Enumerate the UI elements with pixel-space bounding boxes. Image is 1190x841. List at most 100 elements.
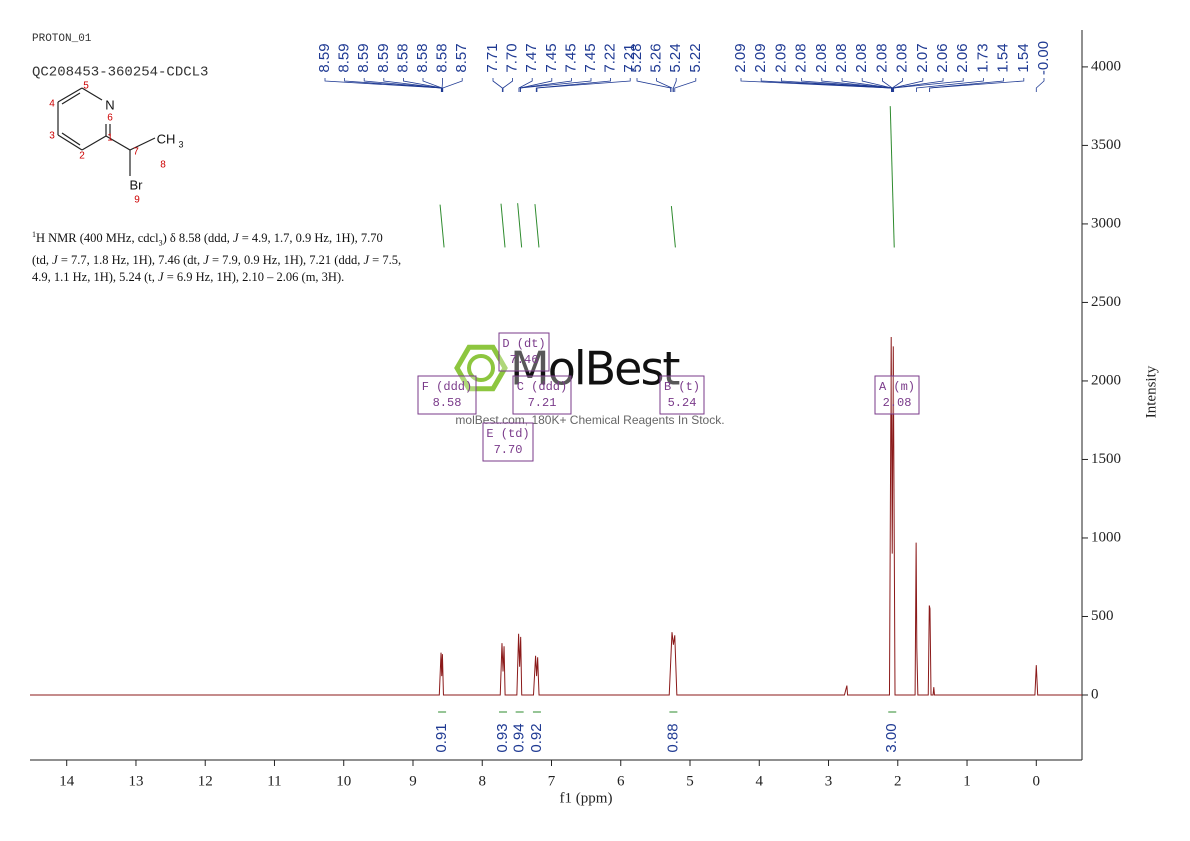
y-tick-label: 2500	[1091, 294, 1121, 310]
atom-label: 4	[49, 99, 55, 110]
peak-label: 2.06	[934, 43, 951, 72]
peak-connector	[519, 78, 592, 92]
brand: MolBest	[510, 342, 679, 396]
peak-label: 8.58	[414, 43, 431, 72]
peak-connector	[518, 78, 533, 92]
peak-label: 2.08	[853, 43, 870, 72]
peak-label: 2.08	[793, 43, 810, 72]
text: = 6.9 Hz, 1H), 2.10 – 2.06 (m, 3H).	[163, 269, 345, 284]
peak-label: 2.09	[732, 43, 749, 72]
y-tick-label: 1500	[1091, 451, 1121, 467]
peak-label: 5.24	[667, 43, 684, 72]
multiplet-shift: 7.70	[494, 443, 523, 457]
bond	[57, 87, 83, 103]
peak-connector	[535, 78, 611, 92]
text: J	[233, 231, 239, 246]
logo	[467, 354, 495, 382]
bond	[61, 132, 81, 146]
x-tick-label: 5	[686, 773, 694, 789]
peak-connector	[893, 78, 964, 92]
peak-label: 1.54	[1015, 43, 1032, 72]
text: = 7.7, 1.8 Hz, 1H), 7.46 (dt,	[57, 252, 204, 267]
peak-label: 8.58	[394, 43, 411, 72]
spectrum	[30, 336, 1082, 696]
atom-label: 5	[83, 81, 89, 92]
peak-label: 7.47	[523, 43, 540, 72]
multiplet-name: D (dt)	[502, 337, 545, 351]
peak-label: 7.21	[621, 43, 638, 72]
peak-label: 7.22	[602, 43, 619, 72]
x-tick-label: 10	[336, 773, 351, 789]
atom-label: N	[105, 97, 114, 112]
peak-label: 7.45	[582, 43, 599, 72]
text: J	[52, 252, 58, 267]
multiplet-shift: 7.46	[510, 353, 539, 367]
sample-name: QC208453-360254-CDCL3	[32, 65, 208, 81]
x-tick-label: 2	[894, 773, 902, 789]
atom-label: Br	[130, 177, 144, 192]
bond	[61, 92, 81, 105]
multiplet-name: F (ddd)	[422, 380, 472, 394]
atom-label: 7	[133, 147, 139, 158]
peak-connector	[916, 78, 984, 92]
peak-connector	[656, 78, 673, 92]
run-name: PROTON_01	[32, 33, 92, 45]
molecule	[57, 87, 156, 176]
peak-label: 2.08	[813, 43, 830, 72]
peak-connector	[519, 78, 572, 92]
x-tick-label: 11	[267, 773, 281, 789]
multiplet-box	[482, 422, 534, 462]
x-tick-label: 12	[198, 773, 213, 789]
peak-connector	[891, 78, 903, 92]
tagline: molBest.com, 180K+ Chemical Reagents In …	[455, 413, 724, 427]
integral-curve	[534, 204, 540, 248]
bond	[129, 137, 156, 151]
logo	[454, 344, 508, 392]
x-tick-label: 3	[825, 773, 833, 789]
multiplet-shift: 2.08	[883, 396, 912, 410]
atom-label: 3	[49, 131, 55, 142]
multiplet-box	[417, 375, 477, 415]
peak-label: 8.59	[355, 43, 372, 72]
peak-connector	[781, 78, 892, 92]
multiplet-name: B (t)	[664, 380, 700, 394]
peak-label: 2.08	[833, 43, 850, 72]
x-tick-label: 1	[963, 773, 971, 789]
text: = 4.9, 1.7, 0.9 Hz, 1H), 7.70 (td,	[32, 231, 383, 267]
peak-label: 7.45	[562, 43, 579, 72]
integral-label: 0.94	[511, 723, 528, 752]
peak-label: 8.59	[375, 43, 392, 72]
integral-curve	[670, 205, 676, 248]
atom-label: 1	[107, 133, 113, 144]
integral-label: 0.93	[494, 723, 511, 752]
atom-label: 2	[79, 151, 85, 162]
atom-label: 6	[107, 113, 113, 124]
text: = 7.9, 0.9 Hz, 1H), 7.21 (ddd,	[208, 252, 364, 267]
y-tick-label: 3000	[1091, 215, 1121, 231]
peak-connector	[892, 78, 924, 92]
peak-label: 5.26	[648, 43, 665, 72]
peak-label: 8.57	[453, 43, 470, 72]
y-tick-label: 4000	[1091, 58, 1121, 74]
integral-label: 3.00	[883, 723, 900, 752]
atom-label: 9	[134, 195, 140, 206]
text: J	[203, 252, 209, 267]
x-tick-label: 8	[478, 773, 486, 789]
bond	[57, 134, 83, 151]
text: 3	[158, 238, 163, 248]
x-tick-label: 7	[548, 773, 556, 789]
peak-label: -0.00	[1035, 41, 1052, 75]
multiplet-shift: 7.21	[528, 396, 557, 410]
x-tick-label: 13	[128, 773, 143, 789]
multiplet-name: C (ddd)	[517, 380, 567, 394]
integral-curve	[889, 106, 895, 248]
peak-label: 2.08	[894, 43, 911, 72]
integral-label: 0.88	[664, 723, 681, 752]
integral-label: 0.92	[528, 723, 545, 752]
atom-label: 3	[178, 139, 183, 149]
y-tick-label: 1000	[1091, 529, 1121, 545]
multiplet-name: A (m)	[879, 380, 915, 394]
peak-label: 7.71	[484, 43, 501, 72]
x-axis-label: f1 (ppm)	[560, 790, 613, 806]
